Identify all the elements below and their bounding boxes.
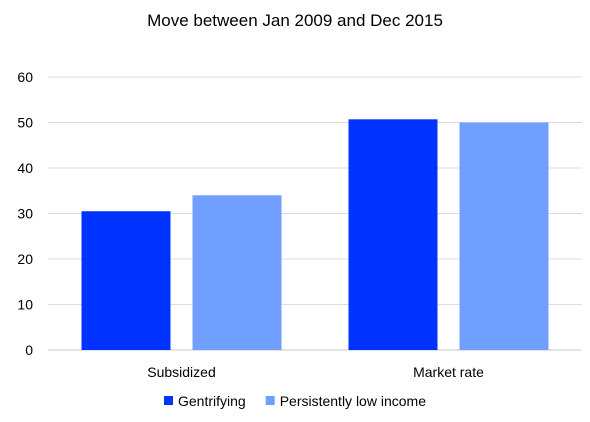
- bar-gentrifying-market-rate: [348, 119, 438, 350]
- y-tick-label: 30: [17, 206, 33, 222]
- y-axis-tick-labels: 0 10 20 30 40 50 60: [17, 69, 33, 358]
- y-tick-label: 60: [17, 69, 33, 85]
- bar-persistently-low-income-subsidized: [192, 195, 282, 350]
- category-label: Market rate: [413, 364, 484, 380]
- y-tick-label: 20: [17, 251, 33, 267]
- legend-label: Persistently low income: [280, 393, 426, 409]
- y-tick-label: 40: [17, 160, 33, 176]
- y-tick-label: 50: [17, 115, 33, 131]
- legend-label: Gentrifying: [178, 393, 246, 409]
- bars: [81, 119, 549, 350]
- category-label: Subsidized: [147, 364, 216, 380]
- legend-swatch: [164, 396, 174, 405]
- legend: Gentrifying Persistently low income: [164, 393, 426, 409]
- y-tick-label: 10: [17, 297, 33, 313]
- x-axis-category-labels: Subsidized Market rate: [147, 364, 484, 380]
- chart-title: Move between Jan 2009 and Dec 2015: [147, 11, 443, 30]
- y-tick-label: 0: [25, 342, 33, 358]
- legend-swatch: [265, 396, 275, 405]
- bar-gentrifying-subsidized: [81, 211, 171, 350]
- bar-persistently-low-income-market-rate: [459, 122, 549, 350]
